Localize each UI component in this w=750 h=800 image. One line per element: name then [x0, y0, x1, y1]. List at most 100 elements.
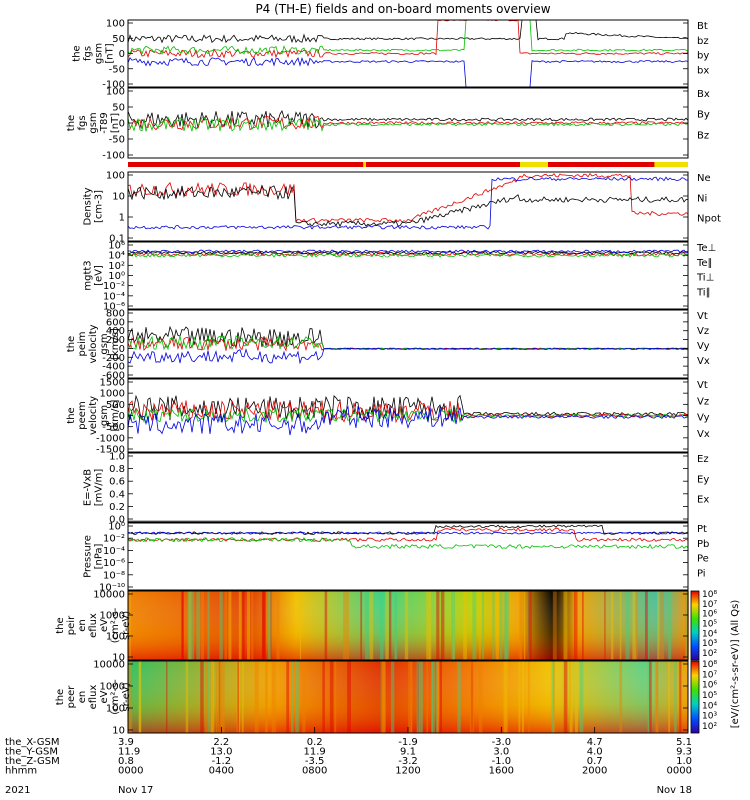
spectrogram-stripe: [552, 591, 557, 660]
x-row-value: 0000: [667, 766, 692, 777]
y-axis-label-line: [nT]: [110, 113, 121, 133]
orbit-mode-segment: [520, 162, 548, 167]
y-axis-label-line: [km/s]: [110, 399, 121, 431]
legend-entry-Npot: Npot: [697, 214, 721, 225]
spectrogram-stripe: [647, 661, 650, 733]
series-line-Te∥: [127, 250, 689, 255]
y-tick-label: 1.0: [109, 452, 125, 463]
spectrogram-stripe: [582, 591, 584, 660]
spectrogram-stripe: [181, 591, 183, 660]
x-row-value: 2000: [582, 766, 607, 777]
panel-frame: [127, 590, 689, 661]
y-axis-label-line: peer: [66, 685, 77, 709]
spectrogram-stripe: [656, 661, 659, 733]
series-line-Npot: [127, 176, 689, 230]
spectrogram-stripe: [254, 661, 259, 733]
y-axis-label-line: the: [66, 115, 77, 131]
colorbar: [690, 590, 700, 661]
spectrogram-stripe: [128, 661, 133, 733]
colorbar-tick-label: 10⁴: [702, 701, 717, 711]
panel-frame: [127, 171, 689, 242]
colorbar-tick-label: 10⁶: [702, 681, 717, 691]
spectrogram-stripe: [453, 591, 455, 660]
y-axis-label-line: Pressure: [83, 535, 94, 578]
panel-frame: [127, 309, 689, 379]
x-row-value: 4.0: [587, 747, 603, 758]
colorbar-tick-label: 10⁵: [702, 691, 717, 701]
spectrogram-stripe: [196, 591, 201, 660]
spectrogram-stripe: [265, 661, 268, 733]
legend-entry-Ti⊥: Ti⊥: [696, 273, 714, 284]
spectrogram-stripe: [553, 661, 555, 733]
end-date-label: Nov 18: [657, 785, 692, 796]
spectrogram-stripe: [385, 591, 389, 660]
spectrogram-stripe: [469, 661, 474, 733]
spectrogram-stripe: [220, 661, 223, 733]
x-row-value: 3.9: [118, 737, 134, 748]
x-row-value: -3.2: [398, 756, 418, 767]
spectrogram-stripe: [347, 661, 351, 733]
series-line-Vt: [127, 394, 689, 422]
legend-entry-Ti∥: Ti∥: [696, 287, 711, 298]
plot-area: [128, 453, 688, 522]
y-tick-label: -100: [102, 80, 125, 91]
orbit-mode-segment: [654, 162, 688, 167]
spectrogram-stripe: [369, 591, 374, 660]
spectrogram-stripe: [655, 661, 658, 733]
spectrogram-stripe: [185, 661, 189, 733]
y-tick-label: 10⁴: [108, 251, 125, 262]
spectrogram-stripe: [439, 661, 442, 733]
spectrogram-stripe: [569, 661, 573, 733]
spectrogram-stripe: [528, 591, 532, 660]
y-axis-label-line: fgs: [77, 115, 88, 130]
panel-efield: 1.00.8 0.60.4 0.2 0.0 E=-VxB [mV/m] Ez Ey Ex: [83, 452, 710, 526]
spectrogram-stripe: [181, 591, 184, 660]
spectrogram-stripe: [679, 661, 682, 733]
y-tick-label: 10⁰: [108, 522, 125, 533]
x-row-value: 2.2: [213, 737, 229, 748]
y-tick-label: 800: [106, 309, 125, 320]
series-line-Bz: [127, 116, 689, 132]
spectrogram-stripe: [648, 591, 650, 660]
spectrogram-stripe: [410, 661, 413, 733]
series-line-Te⊥: [127, 251, 689, 257]
y-tick-label: 10²: [108, 261, 125, 272]
legend-entry-By: By: [697, 110, 710, 121]
spectrogram-stripe: [518, 661, 521, 733]
colorbar-tick-label: 10³: [702, 639, 717, 649]
legend-entry-Bz: Bz: [697, 130, 709, 141]
spectrogram-stripe: [166, 661, 168, 733]
spectrogram-stripe: [431, 661, 435, 733]
legend-entry-bz: bz: [697, 36, 709, 47]
y-tick-label: 1: [119, 213, 125, 224]
spectrogram-stripe: [262, 591, 266, 660]
y-axis-label-line: eflux: [88, 613, 99, 638]
legend-entry-Vt: Vt: [697, 380, 708, 391]
spectrogram-stripe: [451, 591, 456, 660]
spectrogram-stripe: [426, 591, 430, 660]
y-tick-label: 100: [106, 704, 125, 715]
y-tick-label: 100: [106, 171, 125, 182]
spectrogram-stripe: [482, 591, 485, 660]
spectrogram-stripe: [574, 661, 578, 733]
x-row-value: 4.7: [587, 737, 603, 748]
spectrogram-stripe: [322, 661, 325, 733]
legend-entry-Bt: Bt: [697, 21, 708, 32]
y-axis-label-line: [cm-3]: [94, 190, 105, 223]
legend-entry-Ex: Ex: [697, 495, 709, 506]
y-tick-label: -400: [102, 362, 125, 373]
x-row-value: 0400: [209, 766, 234, 777]
spectrogram-stripe: [417, 661, 419, 733]
legend-entry-Te∥: Te∥: [696, 258, 713, 269]
y-tick-label: 0: [119, 49, 125, 60]
spectrogram-stripe: [569, 661, 571, 733]
x-row-value: -1.9: [398, 737, 418, 748]
spectrogram-stripe: [391, 661, 395, 733]
y-axis-label-line: gsm: [88, 112, 99, 133]
y-axis-label-line: peir: [66, 615, 77, 635]
x-row-value: 1.0: [676, 756, 692, 767]
spectrogram-stripe: [334, 661, 337, 733]
y-axis-label-line: [mV/m]: [94, 469, 105, 507]
